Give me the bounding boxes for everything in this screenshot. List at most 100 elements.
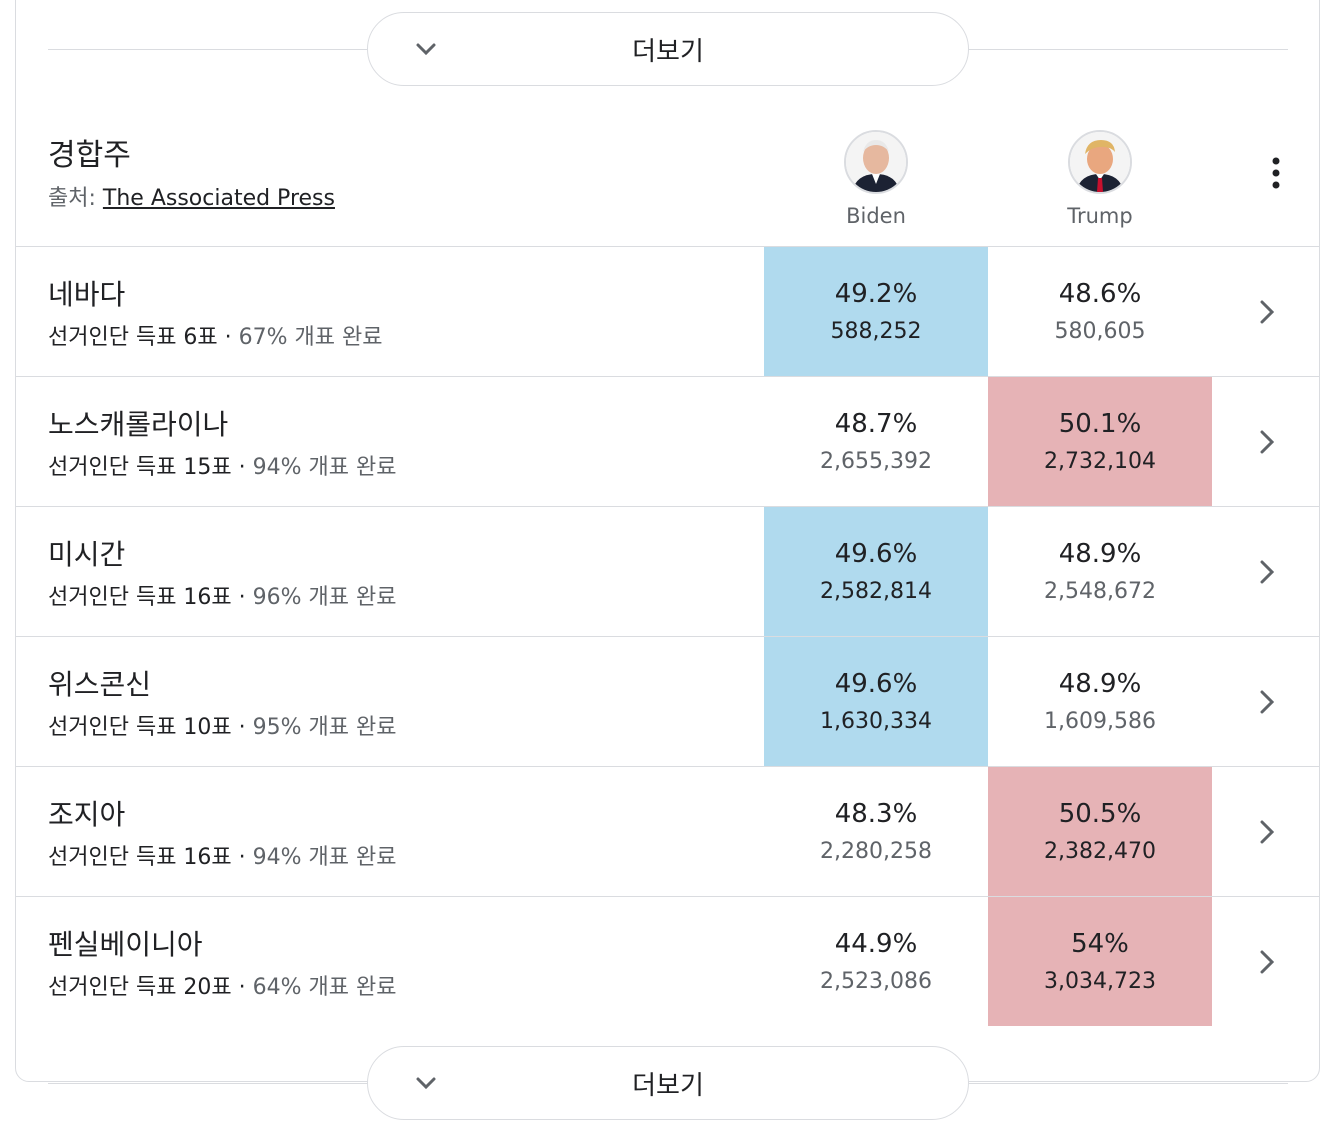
vote-percent: 48.9% xyxy=(1058,539,1142,569)
chevron-right-icon[interactable] xyxy=(1256,687,1278,717)
trump-result-cell: 50.1% 2,732,104 xyxy=(988,377,1212,506)
reporting-status: 64% 개표 완료 xyxy=(252,975,397,1000)
vote-percent: 48.6% xyxy=(1058,279,1142,309)
vote-percent: 49.6% xyxy=(834,539,918,569)
trump-result-cell: 48.6% 580,605 xyxy=(988,247,1212,376)
more-button-label: 더보기 xyxy=(632,36,704,67)
more-button-label: 더보기 xyxy=(632,1070,704,1101)
more-vert-icon[interactable] xyxy=(1266,155,1286,191)
chevron-right-icon[interactable] xyxy=(1256,817,1278,847)
vote-percent: 48.9% xyxy=(1058,669,1142,699)
trump-result-cell: 54% 3,034,723 xyxy=(988,897,1212,1026)
chevron-down-icon xyxy=(416,1077,436,1090)
more-row-bottom: 더보기 xyxy=(48,1046,1288,1122)
separator: · xyxy=(231,455,253,480)
electoral-votes: 선거인단 득표 6표 xyxy=(48,325,218,350)
state-details: 선거인단 득표 6표 · 67% 개표 완료 xyxy=(48,319,383,351)
reporting-status: 94% 개표 완료 xyxy=(252,845,397,870)
separator: · xyxy=(231,715,253,740)
more-row-top: 더보기 xyxy=(48,12,1288,88)
source-line: 출처: The Associated Press xyxy=(48,180,335,212)
separator: · xyxy=(217,325,239,350)
trump-result-cell: 48.9% 2,548,672 xyxy=(988,507,1212,636)
biden-result-cell: 49.2% 588,252 xyxy=(764,247,988,376)
electoral-votes: 선거인단 득표 16표 xyxy=(48,845,232,870)
vote-percent: 48.3% xyxy=(834,799,918,829)
trump-portrait-icon xyxy=(1070,132,1130,192)
state-details: 선거인단 득표 16표 · 96% 개표 완료 xyxy=(48,579,397,611)
trump-result-cell: 48.9% 1,609,586 xyxy=(988,637,1212,766)
state-name: 네바다 xyxy=(48,278,126,311)
biden-result-cell: 44.9% 2,523,086 xyxy=(764,897,988,1026)
vote-count: 1,630,334 xyxy=(820,709,932,734)
vote-percent: 49.2% xyxy=(834,279,918,309)
state-name: 노스캐롤라이나 xyxy=(48,408,229,441)
chevron-down-icon xyxy=(416,43,436,56)
electoral-votes: 선거인단 득표 16표 xyxy=(48,585,232,610)
candidate-name: Biden xyxy=(846,204,906,228)
biden-result-cell: 48.7% 2,655,392 xyxy=(764,377,988,506)
reporting-status: 94% 개표 완료 xyxy=(252,455,397,480)
reporting-status: 96% 개표 완료 xyxy=(252,585,397,610)
source-prefix: 출처: xyxy=(48,186,96,211)
vote-count: 2,523,086 xyxy=(820,969,932,994)
vote-percent: 50.1% xyxy=(1058,409,1142,439)
candidate-biden[interactable]: Biden xyxy=(764,130,988,240)
electoral-votes: 선거인단 득표 10표 xyxy=(48,715,232,740)
reporting-status: 67% 개표 완료 xyxy=(238,325,383,350)
electoral-votes: 선거인단 득표 15표 xyxy=(48,455,232,480)
vote-percent: 50.5% xyxy=(1058,799,1142,829)
state-name: 미시간 xyxy=(48,538,126,571)
electoral-votes: 선거인단 득표 20표 xyxy=(48,975,232,1000)
source-link[interactable]: The Associated Press xyxy=(102,186,335,211)
vote-count: 2,548,672 xyxy=(1044,579,1156,604)
vote-count: 2,382,470 xyxy=(1044,839,1156,864)
state-details: 선거인단 득표 10표 · 95% 개표 완료 xyxy=(48,709,397,741)
biden-result-cell: 49.6% 1,630,334 xyxy=(764,637,988,766)
vote-count: 2,732,104 xyxy=(1044,449,1156,474)
avatar xyxy=(844,130,908,194)
more-button[interactable]: 더보기 xyxy=(367,1046,969,1120)
chevron-right-icon[interactable] xyxy=(1256,427,1278,457)
separator: · xyxy=(231,975,253,1000)
vote-count: 1,609,586 xyxy=(1044,709,1156,734)
vote-count: 2,280,258 xyxy=(820,839,932,864)
chevron-right-icon[interactable] xyxy=(1256,297,1278,327)
separator: · xyxy=(231,585,253,610)
candidate-trump[interactable]: Trump xyxy=(988,130,1212,240)
vote-count: 588,252 xyxy=(830,319,922,344)
state-details: 선거인단 득표 16표 · 94% 개표 완료 xyxy=(48,839,397,871)
biden-result-cell: 49.6% 2,582,814 xyxy=(764,507,988,636)
vote-percent: 54% xyxy=(1071,929,1129,959)
vote-percent: 49.6% xyxy=(834,669,918,699)
vote-percent: 48.7% xyxy=(834,409,918,439)
state-name: 조지아 xyxy=(48,798,126,831)
section-title: 경합주 xyxy=(48,138,131,173)
biden-result-cell: 48.3% 2,280,258 xyxy=(764,767,988,896)
more-button[interactable]: 더보기 xyxy=(367,12,969,86)
avatar xyxy=(1068,130,1132,194)
vote-count: 2,655,392 xyxy=(820,449,932,474)
reporting-status: 95% 개표 완료 xyxy=(252,715,397,740)
chevron-right-icon[interactable] xyxy=(1256,557,1278,587)
state-name: 위스콘신 xyxy=(48,668,152,701)
vote-count: 3,034,723 xyxy=(1044,969,1156,994)
vote-percent: 44.9% xyxy=(834,929,918,959)
separator: · xyxy=(231,845,253,870)
trump-result-cell: 50.5% 2,382,470 xyxy=(988,767,1212,896)
vote-count: 2,582,814 xyxy=(820,579,932,604)
state-name: 펜실베이니아 xyxy=(48,928,203,961)
chevron-right-icon[interactable] xyxy=(1256,947,1278,977)
candidate-name: Trump xyxy=(1067,204,1133,228)
biden-portrait-icon xyxy=(846,132,906,192)
results-header: 경합주 출처: The Associated Press Biden xyxy=(16,100,1320,246)
state-details: 선거인단 득표 20표 · 64% 개표 완료 xyxy=(48,969,397,1001)
vote-count: 580,605 xyxy=(1054,319,1146,344)
